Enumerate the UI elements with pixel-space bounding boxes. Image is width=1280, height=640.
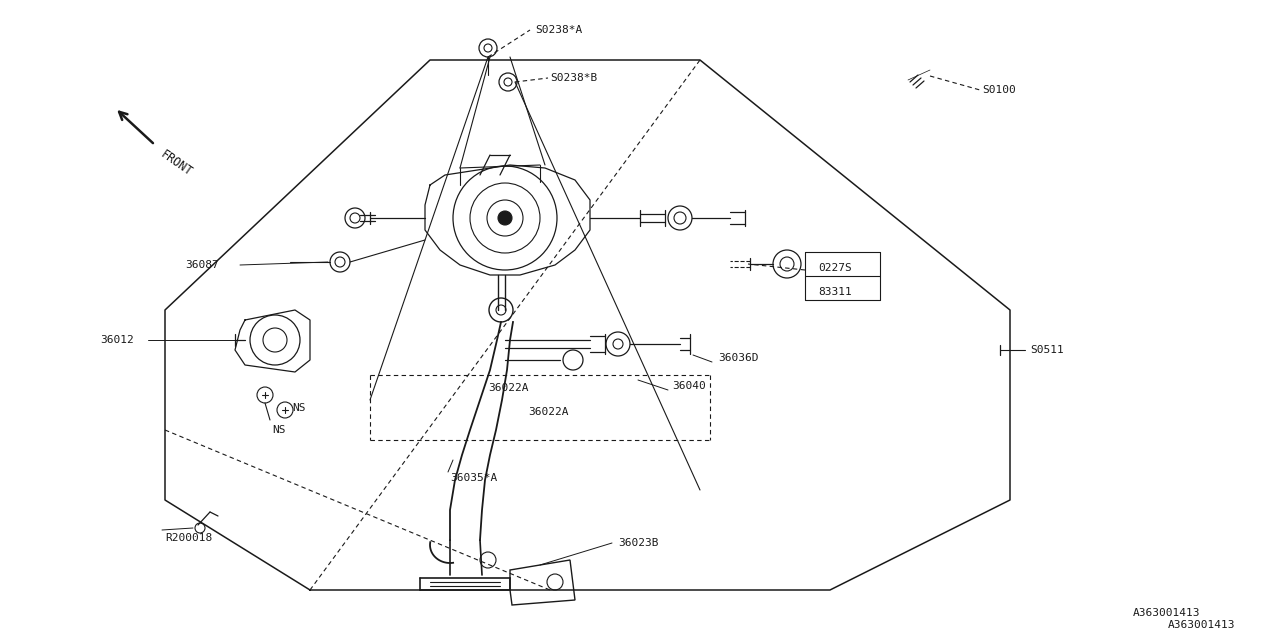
Text: 36012: 36012 [100,335,133,345]
Text: FRONT: FRONT [157,148,195,179]
Circle shape [498,211,512,225]
Text: 36036D: 36036D [718,353,759,363]
Text: 36023B: 36023B [618,538,658,548]
Text: A363001413: A363001413 [1133,608,1201,618]
Text: S0100: S0100 [982,85,1016,95]
Text: 36022A: 36022A [529,407,568,417]
Text: S0511: S0511 [1030,345,1064,355]
Text: A363001413: A363001413 [1167,620,1235,630]
Text: 36087: 36087 [186,260,219,270]
Text: 0227S: 0227S [818,263,851,273]
Text: 36040: 36040 [672,381,705,391]
Text: R200018: R200018 [165,533,212,543]
Text: 83311: 83311 [818,287,851,297]
Text: NS: NS [273,425,285,435]
Text: 36022A: 36022A [488,383,529,393]
Text: S0238*A: S0238*A [535,25,582,35]
Text: 36035*A: 36035*A [451,473,497,483]
Text: S0238*B: S0238*B [550,73,598,83]
Text: NS: NS [292,403,306,413]
